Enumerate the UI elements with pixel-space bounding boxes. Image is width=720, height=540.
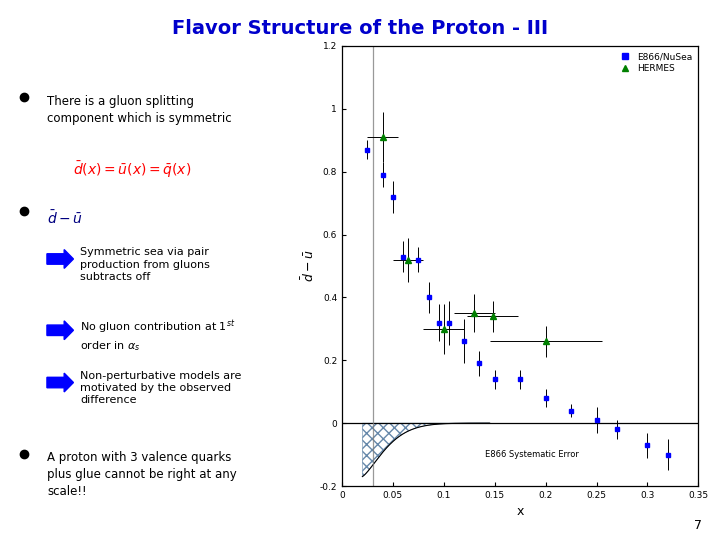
FancyArrow shape (47, 249, 73, 268)
Text: Symmetric sea via pair
production from gluons
subtracts off: Symmetric sea via pair production from g… (80, 247, 210, 282)
FancyArrow shape (47, 373, 73, 392)
X-axis label: x: x (516, 505, 524, 518)
Text: Flavor Structure of the Proton - III: Flavor Structure of the Proton - III (172, 19, 548, 38)
Y-axis label: $\bar{d} - \bar{u}$: $\bar{d} - \bar{u}$ (300, 249, 317, 282)
Text: 7: 7 (694, 519, 702, 532)
Text: Non-perturbative models are
motivated by the observed
difference: Non-perturbative models are motivated by… (80, 370, 241, 406)
Text: $\bar{d} - \bar{u}$: $\bar{d} - \bar{u}$ (47, 209, 83, 227)
Legend: E866/NuSea, HERMES: E866/NuSea, HERMES (614, 50, 694, 75)
Text: There is a gluon splitting
component which is symmetric: There is a gluon splitting component whi… (47, 95, 232, 125)
Text: E866 Systematic Error: E866 Systematic Error (485, 450, 578, 459)
Text: No gluon contribution at 1$^{st}$
order in $\alpha_s$: No gluon contribution at 1$^{st}$ order … (80, 319, 235, 353)
FancyArrow shape (47, 321, 73, 340)
Text: $\bar{d}(x) = \bar{u}(x) = \bar{q}(x)$: $\bar{d}(x) = \bar{u}(x) = \bar{q}(x)$ (73, 159, 192, 180)
Text: A proton with 3 valence quarks
plus glue cannot be right at any
scale!!: A proton with 3 valence quarks plus glue… (47, 451, 237, 498)
